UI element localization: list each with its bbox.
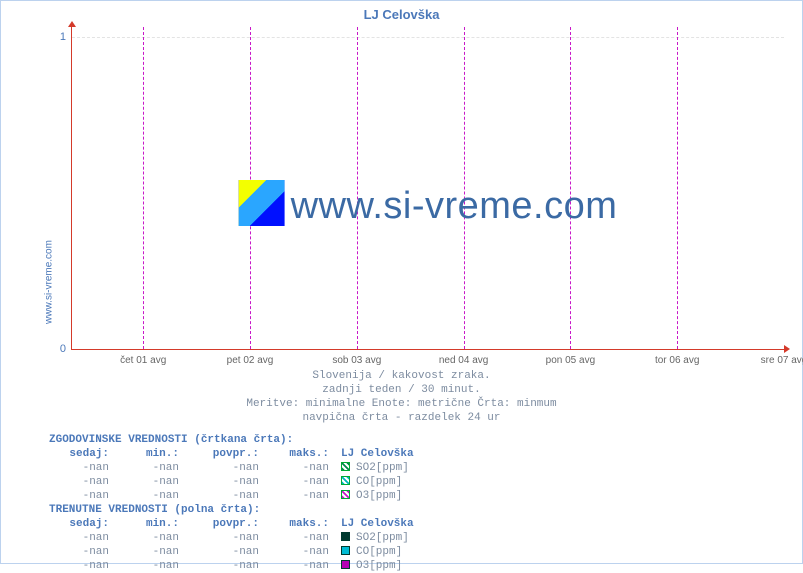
x-tick-label: pon 05 avg — [546, 355, 596, 366]
chart-frame: www.si-vreme.com LJ Celovška 1 0 čet 01 … — [0, 0, 803, 564]
cell-maks: -nan — [259, 461, 329, 475]
caption-line: Slovenija / kakovost zraka. — [1, 369, 802, 383]
watermark: www.si-vreme.com — [239, 180, 618, 228]
logo-icon — [239, 180, 285, 226]
curr-title: TRENUTNE VREDNOSTI (polna črta): — [49, 503, 451, 517]
side-url-label: www.si-vreme.com — [43, 240, 54, 324]
cell-maks: -nan — [259, 559, 329, 573]
cell-sedaj: -nan — [49, 461, 109, 475]
legend-swatch-icon — [341, 462, 350, 471]
x-tick-label: pet 02 avg — [227, 355, 274, 366]
cell-povpr: -nan — [179, 545, 259, 559]
table-row: -nan-nan-nan-nanO3[ppm] — [49, 489, 451, 503]
cell-min: -nan — [109, 475, 179, 489]
cell-maks: -nan — [259, 531, 329, 545]
chart-caption: Slovenija / kakovost zraka. zadnji teden… — [1, 369, 802, 425]
x-axis-arrow-icon — [784, 345, 790, 353]
series-label: CO[ppm] — [356, 546, 402, 558]
series-label: SO2[ppm] — [356, 532, 409, 544]
table-row: -nan-nan-nan-nanCO[ppm] — [49, 475, 451, 489]
x-tick-label: sob 03 avg — [332, 355, 381, 366]
cell-povpr: -nan — [179, 559, 259, 573]
cell-min: -nan — [109, 531, 179, 545]
cell-sedaj: -nan — [49, 489, 109, 503]
x-tick-label: čet 01 avg — [120, 355, 166, 366]
hist-title: ZGODOVINSKE VREDNOSTI (črtkana črta): — [49, 433, 451, 447]
day-divider — [143, 27, 144, 349]
chart-title: LJ Celovška — [1, 7, 802, 22]
table-row: -nan-nan-nan-nanCO[ppm] — [49, 545, 451, 559]
series-label: SO2[ppm] — [356, 462, 409, 474]
y-tick-label: 0 — [60, 343, 66, 355]
y-axis-arrow-icon — [68, 21, 76, 27]
plot-area: 1 0 čet 01 avgpet 02 avgsob 03 avgned 04… — [71, 27, 784, 350]
x-tick-label: sre 07 avg — [761, 355, 803, 366]
cell-povpr: -nan — [179, 489, 259, 503]
legend-swatch-icon — [341, 546, 350, 555]
legend-swatch-icon — [341, 532, 350, 541]
cell-sedaj: -nan — [49, 559, 109, 573]
table-row: -nan-nan-nan-nanSO2[ppm] — [49, 461, 451, 475]
table-row: -nan-nan-nan-nanSO2[ppm] — [49, 531, 451, 545]
cell-min: -nan — [109, 461, 179, 475]
cell-maks: -nan — [259, 475, 329, 489]
cell-povpr: -nan — [179, 461, 259, 475]
cell-maks: -nan — [259, 545, 329, 559]
table-row: -nan-nan-nan-nanO3[ppm] — [49, 559, 451, 573]
legend-swatch-icon — [341, 490, 350, 499]
y-tick-label: 1 — [60, 31, 66, 43]
cell-min: -nan — [109, 559, 179, 573]
legend-swatch-icon — [341, 476, 350, 485]
caption-line: zadnji teden / 30 minut. — [1, 383, 802, 397]
cell-sedaj: -nan — [49, 545, 109, 559]
cell-maks: -nan — [259, 489, 329, 503]
legend-swatch-icon — [341, 560, 350, 569]
day-divider — [677, 27, 678, 349]
cell-sedaj: -nan — [49, 475, 109, 489]
caption-line: Meritve: minimalne Enote: metrične Črta:… — [1, 397, 802, 411]
caption-line: navpična črta - razdelek 24 ur — [1, 411, 802, 425]
watermark-text: www.si-vreme.com — [291, 185, 618, 227]
table-header: sedaj:min.:povpr.:maks.:LJ Celovška — [49, 517, 451, 531]
series-label: O3[ppm] — [356, 490, 402, 502]
legend-tables: ZGODOVINSKE VREDNOSTI (črtkana črta): se… — [49, 433, 451, 573]
table-header: sedaj:min.:povpr.:maks.:LJ Celovška — [49, 447, 451, 461]
cell-min: -nan — [109, 545, 179, 559]
x-tick-label: ned 04 avg — [439, 355, 489, 366]
series-label: O3[ppm] — [356, 560, 402, 572]
cell-min: -nan — [109, 489, 179, 503]
cell-povpr: -nan — [179, 475, 259, 489]
cell-sedaj: -nan — [49, 531, 109, 545]
x-tick-label: tor 06 avg — [655, 355, 699, 366]
series-label: CO[ppm] — [356, 476, 402, 488]
cell-povpr: -nan — [179, 531, 259, 545]
